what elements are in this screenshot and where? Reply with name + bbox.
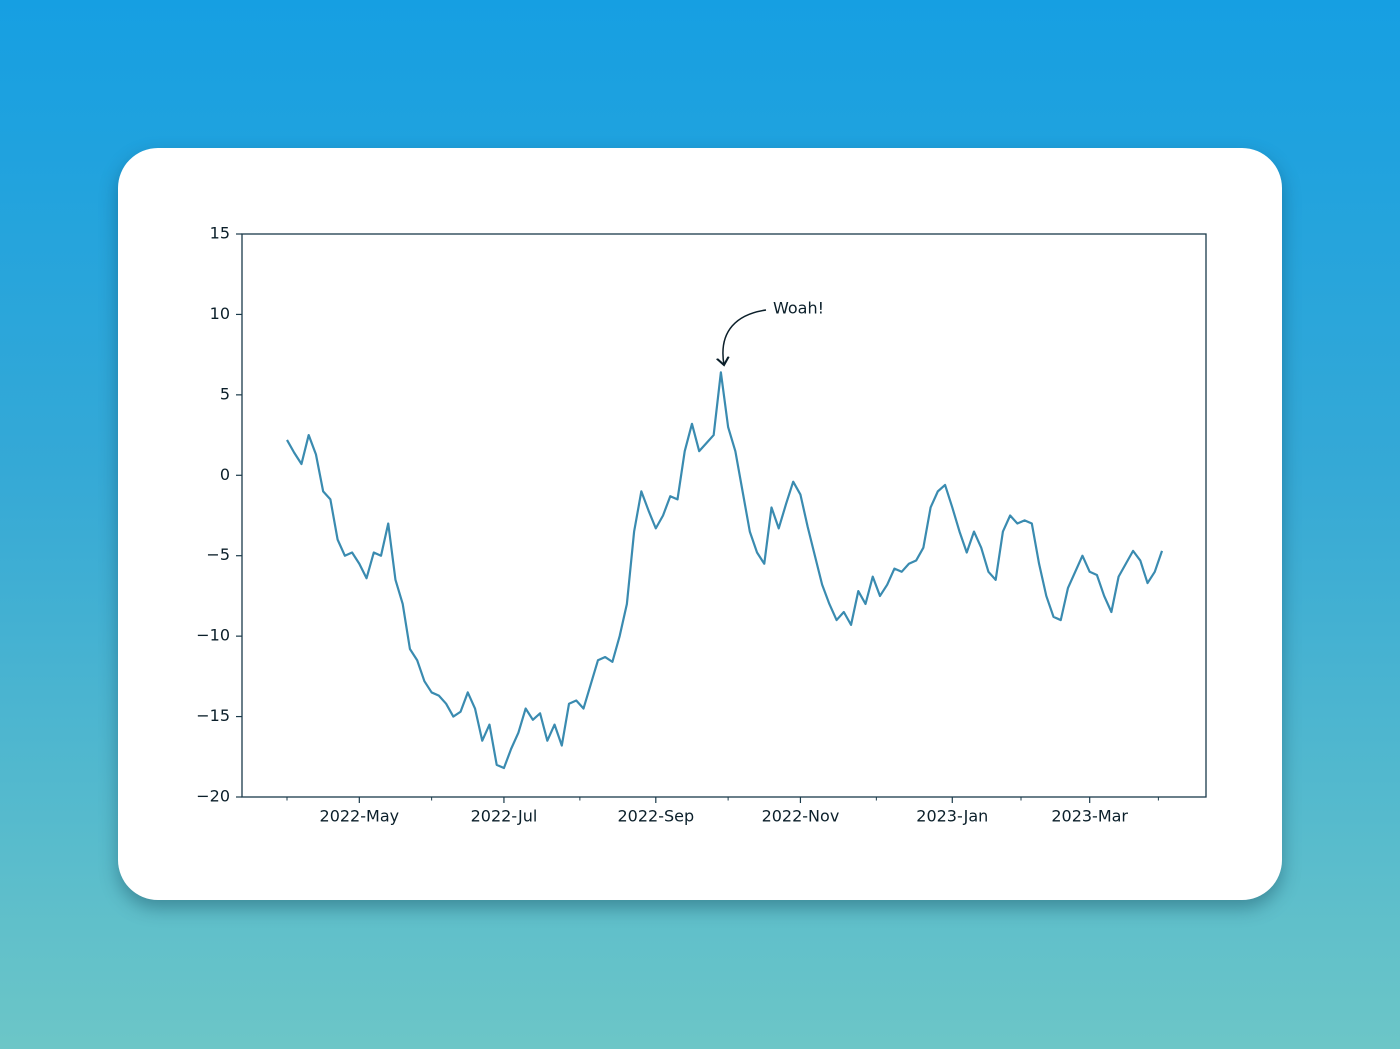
annotation-arrow (723, 309, 767, 365)
y-tick-label: −5 (206, 545, 230, 564)
card (118, 148, 1282, 900)
x-tick-label: 2022-Nov (762, 807, 840, 826)
plot-frame (241, 233, 1207, 798)
x-tick-label: 2023-Jan (916, 807, 988, 826)
y-tick-label: 0 (220, 465, 230, 484)
y-tick-label: 15 (210, 224, 230, 243)
x-tick-label: 2022-Sep (617, 807, 694, 826)
x-tick-label: 2022-May (320, 807, 400, 826)
data-line (286, 371, 1164, 770)
x-tick-label: 2023-Mar (1051, 807, 1128, 826)
y-tick-label: −20 (196, 787, 230, 806)
annotation: Woah! (773, 299, 824, 318)
x-tick-label: 2022-Jul (471, 807, 538, 826)
y-tick-label: −15 (196, 706, 230, 725)
y-tick-label: 10 (210, 304, 230, 323)
y-tick-label: 5 (220, 384, 230, 403)
y-tick-label: −10 (196, 626, 230, 645)
